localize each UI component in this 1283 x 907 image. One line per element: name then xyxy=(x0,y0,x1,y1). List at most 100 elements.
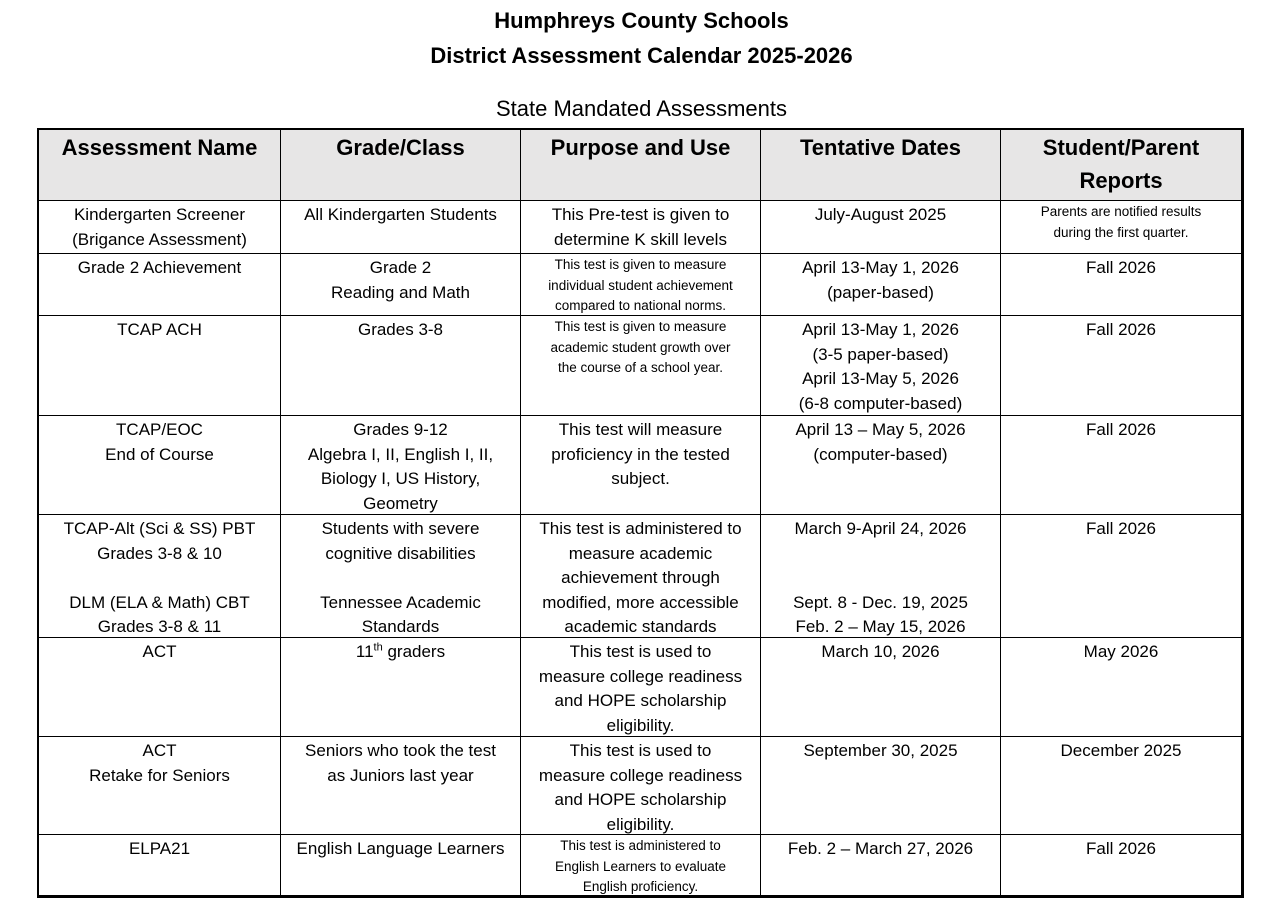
table-cell: Grade 2 Reading and Math xyxy=(280,253,521,316)
table-cell: May 2026 xyxy=(1000,637,1242,737)
table-cell: English Language Learners xyxy=(280,834,521,896)
cell-line: eligibility. xyxy=(606,814,675,834)
cell-text: graders xyxy=(382,642,446,661)
table-cell: April 13 – May 5, 2026 (computer-based) xyxy=(760,415,1001,515)
cell-line: proficiency in the tested xyxy=(551,444,730,464)
cell-line: Feb. 2 – March 27, 2026 xyxy=(787,839,974,858)
cell-line: Seniors who took the test xyxy=(305,741,496,760)
cell-line: This test is administered to xyxy=(560,838,721,853)
cell-line: This test will measure xyxy=(558,420,723,439)
cell-text: 11 xyxy=(355,642,374,661)
cell-line: March 9-April 24, 2026 xyxy=(794,519,967,538)
table-cell: ELPA21 xyxy=(38,834,281,896)
cell-line: Parents are notified results xyxy=(1040,204,1202,219)
table-cell: Fall 2026 xyxy=(1000,834,1242,896)
cell-line: Fall 2026 xyxy=(1086,420,1156,439)
cell-line: This test is used to xyxy=(569,642,712,661)
table-cell: March 9-April 24, 2026 Sept. 8 - Dec. 19,… xyxy=(760,514,1001,638)
cell-line: April 13-May 1, 2026 xyxy=(802,320,959,339)
table-cell: Kindergarten Screener (Brigance Assessmen… xyxy=(38,200,281,254)
table-cell: Grades 9-12 Algebra I, II, English I, II,… xyxy=(280,415,521,515)
table-cell: Fall 2026 xyxy=(1000,415,1242,515)
cell-line: Biology I, US History, xyxy=(320,469,481,488)
cell-line: ELPA21 xyxy=(128,839,191,858)
cell-line: ACT xyxy=(142,642,177,661)
cell-line: determine K skill levels xyxy=(554,229,727,249)
cell-line: This Pre-test is given to xyxy=(551,205,730,224)
cell-line: eligibility. xyxy=(606,715,675,735)
cell-line: This test is used to xyxy=(569,741,712,760)
header-cell: Purpose and Use xyxy=(520,129,761,201)
cell-line: English Learners to evaluate xyxy=(554,858,727,874)
cell-line: (paper-based) xyxy=(827,282,934,302)
table-cell: This test will measure proficiency in the… xyxy=(520,415,761,515)
cell-line: 11th graders xyxy=(281,640,520,665)
cell-line: as Juniors last year xyxy=(327,765,474,785)
cell-line: December 2025 xyxy=(1060,741,1182,760)
cell-line: End of Course xyxy=(105,444,214,464)
table-cell: Grades 3-8 xyxy=(280,315,521,416)
header-cell: Student/Parent Reports xyxy=(1000,129,1242,201)
cell-line: English Language Learners xyxy=(296,839,505,858)
table-cell: This test is administered to English Lear… xyxy=(520,834,761,896)
cell-line: Grade/Class xyxy=(336,135,465,160)
cell-line: All Kindergarten Students xyxy=(304,205,497,224)
table-cell: Fall 2026 xyxy=(1000,514,1242,638)
table-cell: ACT Retake for Seniors xyxy=(38,736,281,835)
cell-line: individual student achievement xyxy=(548,277,733,293)
cell-line: the course of a school year. xyxy=(557,360,724,375)
table-cell: Feb. 2 – March 27, 2026 xyxy=(760,834,1001,896)
table-cell: This test is administered to measure acad… xyxy=(520,514,761,638)
cell-line: This test is given to measure xyxy=(554,319,727,334)
cell-line: Student/Parent xyxy=(1042,135,1200,160)
cell-line: and HOPE scholarship xyxy=(554,691,727,710)
cell-line: July-August 2025 xyxy=(814,205,947,224)
table-cell: July-August 2025 xyxy=(760,200,1001,254)
cell-line: (computer-based) xyxy=(813,444,948,464)
cell-line: April 13-May 1, 2026 xyxy=(802,258,959,277)
table-cell: This test is given to measure academic st… xyxy=(520,315,761,416)
cell-line: Grade 2 Achievement xyxy=(77,258,242,277)
cell-line: Geometry xyxy=(363,493,438,513)
cell-line: academic standards xyxy=(564,617,717,636)
cell-line: TCAP/EOC xyxy=(116,420,203,439)
cell-line: (Brigance Assessment) xyxy=(72,229,247,249)
cell-line: Feb. 2 – May 15, 2026 xyxy=(795,617,966,636)
cell-line: Sept. 8 - Dec. 19, 2025 xyxy=(793,592,968,612)
header-cell: Tentative Dates xyxy=(760,129,1001,201)
cell-line: subject. xyxy=(611,469,670,488)
table-cell: December 2025 xyxy=(1000,736,1242,835)
cell-line: Purpose and Use xyxy=(550,135,731,160)
cell-line: (3-5 paper-based) xyxy=(812,344,949,364)
header-cell: Grade/Class xyxy=(280,129,521,201)
cell-line: Grades 3-8 & 11 xyxy=(97,617,222,636)
table-cell: 11th graders xyxy=(280,637,521,737)
title-line: District Assessment Calendar 2025-2026 xyxy=(430,43,853,68)
cell-line: Grades 9-12 xyxy=(353,420,448,439)
cell-line: English proficiency. xyxy=(582,879,699,894)
cell-line: Students with severe xyxy=(321,519,480,538)
cell-line: This test is administered to xyxy=(539,519,742,538)
cell-line: measure college readiness xyxy=(538,765,743,785)
cell-line: Tennessee Academic xyxy=(320,592,481,612)
cell-line: TCAP ACH xyxy=(117,320,202,339)
cell-line: and HOPE scholarship xyxy=(554,790,727,809)
table-cell: This Pre-test is given to determine K ski… xyxy=(520,200,761,254)
cell-line: This test is given to measure xyxy=(554,257,727,272)
cell-line: compared to national norms. xyxy=(554,298,727,313)
cell-line: (6-8 computer-based) xyxy=(798,393,963,413)
table-cell: Fall 2026 xyxy=(1000,253,1242,316)
cell-line: Grade 2 xyxy=(369,258,432,277)
table-cell: April 13-May 1, 2026 (paper-based) xyxy=(760,253,1001,316)
table-cell: Grade 2 Achievement xyxy=(38,253,281,316)
cell-line: TCAP-Alt (Sci & SS) PBT xyxy=(63,519,256,538)
table-cell: TCAP ACH xyxy=(38,315,281,416)
cell-line: Fall 2026 xyxy=(1086,519,1156,538)
cell-line: March 10, 2026 xyxy=(821,642,940,661)
table-cell: ACT xyxy=(38,637,281,737)
cell-line: achievement through xyxy=(561,568,720,587)
table-cell: Students with severe cognitive disabiliti… xyxy=(280,514,521,638)
cell-line: Standards xyxy=(361,617,440,636)
cell-line: Kindergarten Screener xyxy=(73,205,246,224)
cell-line: Grades 3-8 & 10 xyxy=(97,543,222,563)
